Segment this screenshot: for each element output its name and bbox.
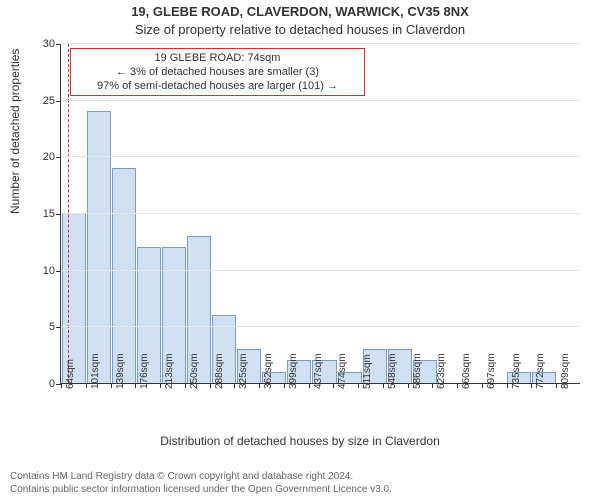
footer-attribution: Contains HM Land Registry data © Crown c… (10, 470, 590, 496)
gridline (61, 326, 580, 327)
xtick-mark (259, 383, 260, 388)
annotation-box: 19 GLEBE ROAD: 74sqm ← 3% of detached ho… (70, 48, 365, 96)
xtick-label: 176sqm (139, 353, 150, 389)
xtick-mark (457, 383, 458, 388)
xtick-mark (556, 383, 557, 388)
xtick-label: 548sqm (387, 353, 398, 389)
footer-line: Contains public sector information licen… (10, 483, 590, 496)
bar (87, 111, 111, 383)
xtick-mark (86, 383, 87, 388)
xtick-label: 64sqm (65, 359, 76, 389)
xtick-mark (383, 383, 384, 388)
xtick-label: 660sqm (461, 353, 472, 389)
xtick-label: 325sqm (238, 353, 249, 389)
xtick-mark (507, 383, 508, 388)
xtick-mark (333, 383, 334, 388)
xtick-mark (408, 383, 409, 388)
y-axis-label: Number of detached properties (8, 49, 22, 214)
xtick-label: 437sqm (313, 353, 324, 389)
ytick-label: 30 (25, 38, 61, 50)
xtick-mark (210, 383, 211, 388)
xtick-mark (185, 383, 186, 388)
xtick-label: 586sqm (412, 353, 423, 389)
annotation-line: 19 GLEBE ROAD: 74sqm (77, 51, 358, 65)
chart-subtitle: Size of property relative to detached ho… (0, 22, 600, 37)
ytick-label: 25 (25, 95, 61, 107)
ytick-label: 0 (25, 378, 61, 390)
ytick-label: 15 (25, 208, 61, 220)
xtick-label: 511sqm (362, 354, 373, 389)
chart-container: 19, GLEBE ROAD, CLAVERDON, WARWICK, CV35… (0, 0, 600, 500)
xtick-label: 288sqm (214, 353, 225, 389)
bar (62, 213, 86, 383)
xtick-mark (309, 383, 310, 388)
xtick-mark (482, 383, 483, 388)
xtick-label: 623sqm (436, 353, 447, 389)
xtick-label: 809sqm (560, 353, 571, 389)
xtick-label: 772sqm (535, 353, 546, 389)
chart-title: 19, GLEBE ROAD, CLAVERDON, WARWICK, CV35… (0, 4, 600, 19)
xtick-label: 697sqm (486, 353, 497, 389)
xtick-label: 139sqm (115, 353, 126, 389)
annotation-line: 97% of semi-detached houses are larger (… (77, 79, 358, 93)
gridline (61, 156, 580, 157)
xtick-label: 213sqm (164, 353, 175, 389)
xtick-label: 474sqm (337, 353, 348, 389)
xtick-mark (432, 383, 433, 388)
xtick-mark (61, 383, 62, 388)
x-axis-label: Distribution of detached houses by size … (0, 434, 600, 448)
ytick-label: 10 (25, 265, 61, 277)
xtick-mark (234, 383, 235, 388)
xtick-label: 250sqm (189, 353, 200, 389)
xtick-label: 399sqm (288, 353, 299, 389)
xtick-mark (284, 383, 285, 388)
xtick-label: 362sqm (263, 353, 274, 389)
gridline (61, 100, 580, 101)
ytick-label: 5 (25, 321, 61, 333)
ytick-label: 20 (25, 151, 61, 163)
xtick-mark (135, 383, 136, 388)
gridline (61, 43, 580, 44)
xtick-mark (358, 383, 359, 388)
annotation-line: ← 3% of detached houses are smaller (3) (77, 65, 358, 79)
gridline (61, 270, 580, 271)
gridline (61, 213, 580, 214)
xtick-mark (531, 383, 532, 388)
footer-line: Contains HM Land Registry data © Crown c… (10, 470, 590, 483)
xtick-label: 735sqm (511, 353, 522, 389)
xtick-mark (111, 383, 112, 388)
xtick-label: 101sqm (90, 353, 101, 389)
bar (112, 168, 136, 383)
xtick-mark (160, 383, 161, 388)
